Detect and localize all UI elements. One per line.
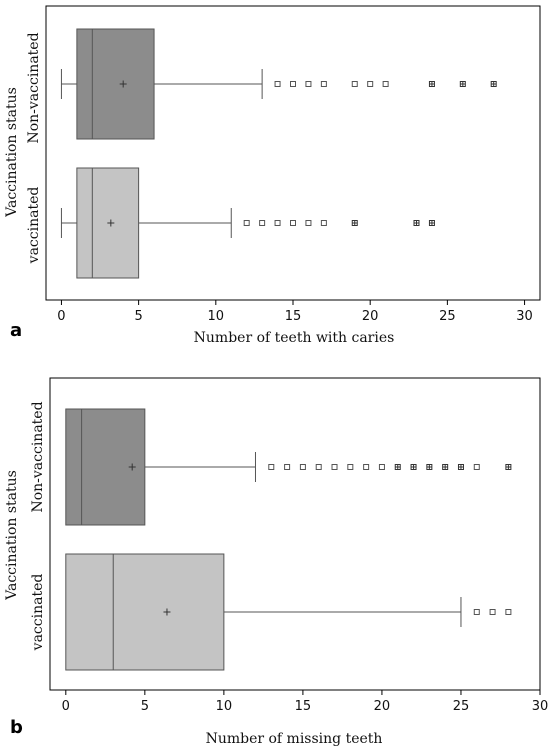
outlier-marker (489, 609, 496, 615)
x-tick-label: 10 (216, 699, 233, 714)
x-tick-label: 5 (141, 699, 149, 714)
iqr-box (76, 28, 155, 140)
outlier-marker (351, 81, 358, 87)
outlier-marker (378, 464, 385, 470)
panel-letter: b (10, 717, 23, 738)
plot-frame (49, 377, 541, 691)
x-tick-label: 15 (295, 699, 312, 714)
outlier-marker (290, 220, 296, 226)
x-tick-label: 10 (208, 309, 225, 324)
outlier-marker (320, 220, 327, 226)
panel-letter: a (10, 320, 22, 341)
x-tick-label: 30 (516, 309, 533, 324)
category-label: vaccinated (26, 187, 42, 265)
outlier-marker (505, 609, 512, 615)
y-axis-title: Vaccination status (4, 470, 20, 601)
outlier-marker (315, 464, 322, 470)
outlier-marker (299, 464, 306, 470)
x-tick-label: 25 (439, 309, 456, 324)
series-non-vaccinated: Non-vaccinated (26, 28, 497, 144)
outlier-marker (473, 609, 480, 615)
outlier-marker (259, 220, 266, 226)
x-axis-title: Number of teeth with caries (194, 330, 395, 346)
panel-a: 0 5 10 15 20 25 30 Number of teeth with caries V… (4, 5, 541, 346)
outlier-marker (320, 81, 327, 87)
outlier-marker (243, 220, 250, 226)
outlier-marker (274, 220, 281, 226)
outlier-marker (331, 464, 338, 470)
outlier-marker (290, 81, 296, 87)
x-tick-label: 20 (374, 699, 391, 714)
outlier-marker (363, 464, 370, 470)
x-axis-title: Number of missing teeth (206, 731, 383, 747)
x-tick-label: 0 (57, 309, 65, 324)
x-tick-label: 20 (362, 309, 379, 324)
series-vaccinated: vaccinated (26, 167, 435, 279)
outlier-marker (473, 464, 480, 470)
outlier-marker (382, 81, 389, 87)
category-label: vaccinated (30, 574, 46, 652)
outlier-marker (284, 464, 291, 470)
x-tick-label: 30 (532, 699, 549, 714)
outlier-marker (347, 464, 354, 470)
outlier-marker (274, 81, 281, 87)
outlier-marker (367, 81, 374, 87)
series-vaccinated: vaccinated (30, 553, 512, 671)
x-tick-label: 0 (62, 699, 70, 714)
x-tick-label: 15 (285, 309, 302, 324)
x-tick-label: 5 (134, 309, 142, 324)
outlier-marker (268, 464, 275, 470)
y-axis-title: Vaccination status (4, 87, 20, 218)
iqr-box (76, 167, 140, 279)
category-label: Non-vaccinated (26, 32, 42, 143)
panel-b: 0 5 10 15 20 25 30 Number of missing teeth Vacci… (4, 377, 549, 747)
iqr-box (65, 553, 225, 671)
x-tick-label: 25 (453, 699, 470, 714)
outlier-marker (305, 81, 312, 87)
outlier-marker (305, 220, 312, 226)
series-non-vaccinated: Non-vaccinated (30, 401, 512, 526)
category-label: Non-vaccinated (30, 401, 46, 512)
